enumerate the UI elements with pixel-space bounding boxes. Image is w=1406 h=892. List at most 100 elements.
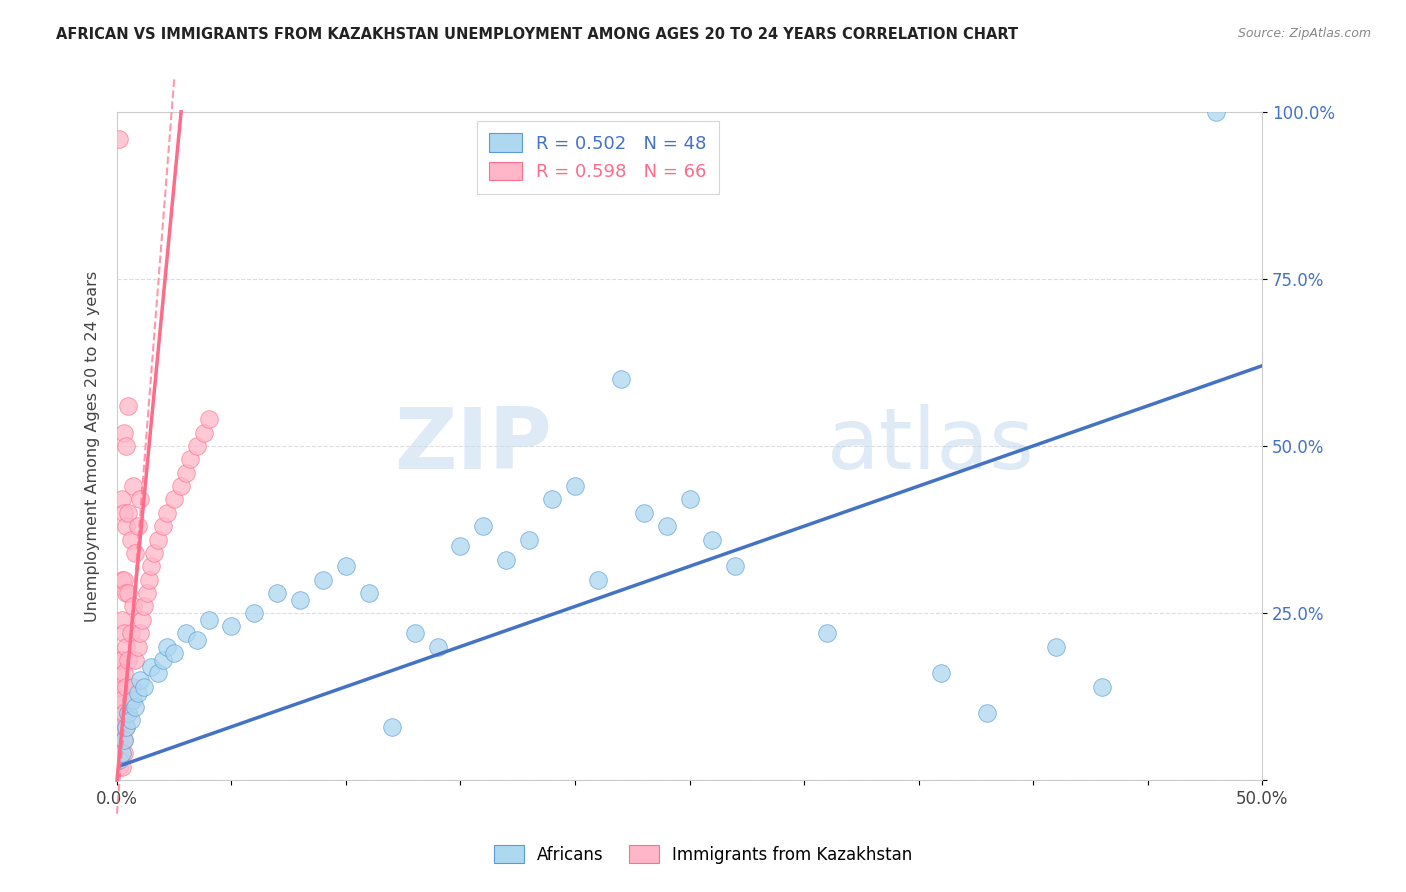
Point xyxy=(163,646,186,660)
Point xyxy=(112,747,135,761)
Point xyxy=(108,733,131,747)
Point xyxy=(127,640,149,654)
Point xyxy=(108,760,131,774)
Point xyxy=(141,559,163,574)
Point xyxy=(108,680,131,694)
Point xyxy=(586,573,609,587)
Point xyxy=(122,599,145,614)
Point xyxy=(128,492,150,507)
Point xyxy=(108,753,131,767)
Point xyxy=(117,706,139,721)
Point xyxy=(112,666,135,681)
Point xyxy=(108,666,131,681)
Point xyxy=(633,506,655,520)
Point xyxy=(266,586,288,600)
Point xyxy=(108,747,131,761)
Point xyxy=(122,693,145,707)
Point xyxy=(404,626,426,640)
Point xyxy=(564,479,586,493)
Point xyxy=(122,680,145,694)
Point xyxy=(120,713,142,727)
Point xyxy=(335,559,357,574)
Point xyxy=(117,399,139,413)
Point xyxy=(138,573,160,587)
Point xyxy=(221,619,243,633)
Point xyxy=(426,640,449,654)
Point xyxy=(815,626,838,640)
Point xyxy=(152,519,174,533)
Point xyxy=(120,626,142,640)
Point xyxy=(134,680,156,694)
Point xyxy=(702,533,724,547)
Point xyxy=(148,533,170,547)
Point xyxy=(517,533,540,547)
Point xyxy=(112,573,135,587)
Point xyxy=(112,733,135,747)
Point xyxy=(110,760,132,774)
Point xyxy=(110,720,132,734)
Point xyxy=(1045,640,1067,654)
Point xyxy=(120,533,142,547)
Point xyxy=(655,519,678,533)
Point xyxy=(135,586,157,600)
Point xyxy=(117,653,139,667)
Point xyxy=(381,720,404,734)
Point xyxy=(156,506,179,520)
Point xyxy=(152,653,174,667)
Point xyxy=(124,546,146,560)
Point xyxy=(156,640,179,654)
Point xyxy=(120,693,142,707)
Text: Source: ZipAtlas.com: Source: ZipAtlas.com xyxy=(1237,27,1371,40)
Point xyxy=(110,573,132,587)
Point xyxy=(134,599,156,614)
Point xyxy=(357,586,380,600)
Point xyxy=(127,686,149,700)
Legend: R = 0.502   N = 48, R = 0.598   N = 66: R = 0.502 N = 48, R = 0.598 N = 66 xyxy=(477,120,720,194)
Point xyxy=(450,539,472,553)
Point xyxy=(108,706,131,721)
Point xyxy=(472,519,495,533)
Point xyxy=(1205,104,1227,119)
Point xyxy=(197,613,219,627)
Point xyxy=(112,425,135,440)
Point xyxy=(127,519,149,533)
Text: atlas: atlas xyxy=(827,404,1035,488)
Point xyxy=(243,606,266,620)
Point xyxy=(115,720,138,734)
Point xyxy=(112,706,135,721)
Point xyxy=(112,733,135,747)
Point xyxy=(115,439,138,453)
Point xyxy=(112,626,135,640)
Point xyxy=(541,492,564,507)
Point xyxy=(112,506,135,520)
Point xyxy=(179,452,201,467)
Point xyxy=(174,626,197,640)
Point xyxy=(288,592,311,607)
Point xyxy=(115,680,138,694)
Point xyxy=(115,640,138,654)
Point xyxy=(110,653,132,667)
Point xyxy=(124,653,146,667)
Text: ZIP: ZIP xyxy=(394,404,553,488)
Point xyxy=(312,573,335,587)
Point xyxy=(1091,680,1114,694)
Point xyxy=(128,626,150,640)
Point xyxy=(117,706,139,721)
Point xyxy=(170,479,193,493)
Point xyxy=(193,425,215,440)
Point xyxy=(197,412,219,426)
Point xyxy=(174,466,197,480)
Point xyxy=(148,666,170,681)
Point xyxy=(128,673,150,687)
Point xyxy=(110,613,132,627)
Point xyxy=(110,733,132,747)
Point xyxy=(163,492,186,507)
Point xyxy=(110,693,132,707)
Point xyxy=(108,693,131,707)
Point xyxy=(117,586,139,600)
Text: AFRICAN VS IMMIGRANTS FROM KAZAKHSTAN UNEMPLOYMENT AMONG AGES 20 TO 24 YEARS COR: AFRICAN VS IMMIGRANTS FROM KAZAKHSTAN UN… xyxy=(56,27,1018,42)
Point xyxy=(110,747,132,761)
Point xyxy=(124,699,146,714)
Point xyxy=(186,632,208,647)
Point xyxy=(186,439,208,453)
